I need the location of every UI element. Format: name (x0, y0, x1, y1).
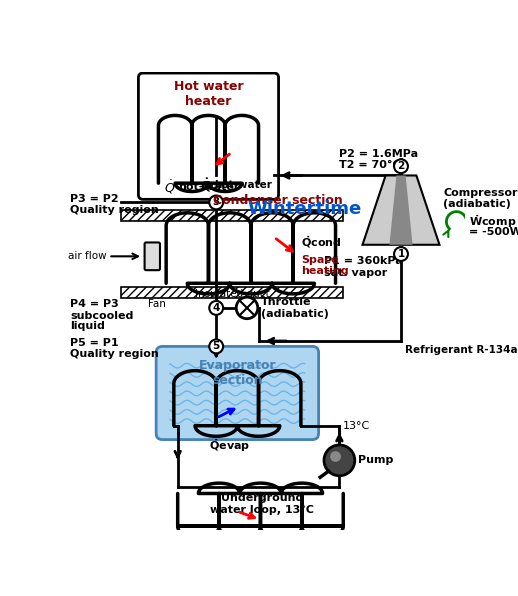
Text: Pump: Pump (358, 455, 393, 465)
Circle shape (394, 159, 408, 173)
Text: P2 = 1.6MPa
T2 = 70°C: P2 = 1.6MPa T2 = 70°C (339, 148, 419, 170)
Circle shape (394, 247, 408, 261)
Text: Throttle
(adiabatic): Throttle (adiabatic) (261, 297, 329, 319)
Text: 3: 3 (212, 197, 220, 207)
Bar (122, 287, 343, 298)
Circle shape (330, 451, 341, 462)
FancyBboxPatch shape (145, 243, 160, 270)
FancyBboxPatch shape (156, 346, 319, 440)
Text: Space
heating: Space heating (301, 254, 349, 277)
Text: Condenser section: Condenser section (213, 194, 343, 207)
Text: 4: 4 (212, 303, 220, 313)
Text: Quality region: Quality region (70, 349, 159, 359)
FancyBboxPatch shape (138, 73, 279, 199)
Text: Fan: Fan (149, 299, 166, 309)
Text: P4 = P3: P4 = P3 (70, 299, 119, 309)
Text: Refrigerant R-134a: Refrigerant R-134a (405, 345, 517, 355)
Polygon shape (390, 175, 412, 245)
Circle shape (209, 340, 223, 353)
Text: Evaporator
section: Evaporator section (198, 359, 276, 387)
Text: Insulated duct: Insulated duct (195, 288, 270, 299)
Text: $\mathdefault{\dot{Q}}$cond: $\mathdefault{\dot{Q}}$cond (301, 235, 341, 250)
Text: 2: 2 (397, 162, 405, 171)
Text: Compressor
(adiabatic): Compressor (adiabatic) (443, 188, 518, 209)
Text: hot-water: hot-water (178, 182, 239, 192)
Text: P5 = P1: P5 = P1 (70, 337, 119, 347)
Text: Hot water
heater: Hot water heater (174, 80, 243, 108)
Text: subcooled: subcooled (70, 311, 133, 321)
Text: P3 = P2: P3 = P2 (70, 194, 119, 204)
Text: liquid: liquid (70, 321, 105, 331)
Text: $\mathdefault{\dot{Q}}$evap: $\mathdefault{\dot{Q}}$evap (209, 437, 250, 454)
Text: $\dot{Q}$: $\dot{Q}$ (164, 178, 176, 196)
Circle shape (236, 297, 258, 319)
Text: 13°C: 13°C (342, 421, 370, 431)
Polygon shape (363, 175, 439, 245)
Text: air flow: air flow (68, 252, 107, 261)
Circle shape (324, 445, 355, 476)
Text: 1: 1 (397, 249, 405, 259)
Text: Underground
water loop, 13°C: Underground water loop, 13°C (210, 493, 314, 515)
Bar (122, 210, 343, 221)
Text: 5: 5 (212, 342, 220, 352)
Circle shape (209, 301, 223, 315)
Text: $\mathdefault{\dot{W}}$comp: $\mathdefault{\dot{W}}$comp (469, 213, 516, 230)
Text: Quality region: Quality region (70, 205, 159, 215)
Text: Wintertime: Wintertime (248, 200, 362, 218)
Text: = -500W: = -500W (469, 228, 518, 237)
Text: $\mathdefault{\dot{Q}}$: $\mathdefault{\dot{Q}}$ (200, 177, 212, 194)
Circle shape (209, 195, 223, 209)
Text: P1 = 360kPa
sat. vapor: P1 = 360kPa sat. vapor (324, 256, 403, 278)
Text: hot-water: hot-water (214, 181, 272, 191)
